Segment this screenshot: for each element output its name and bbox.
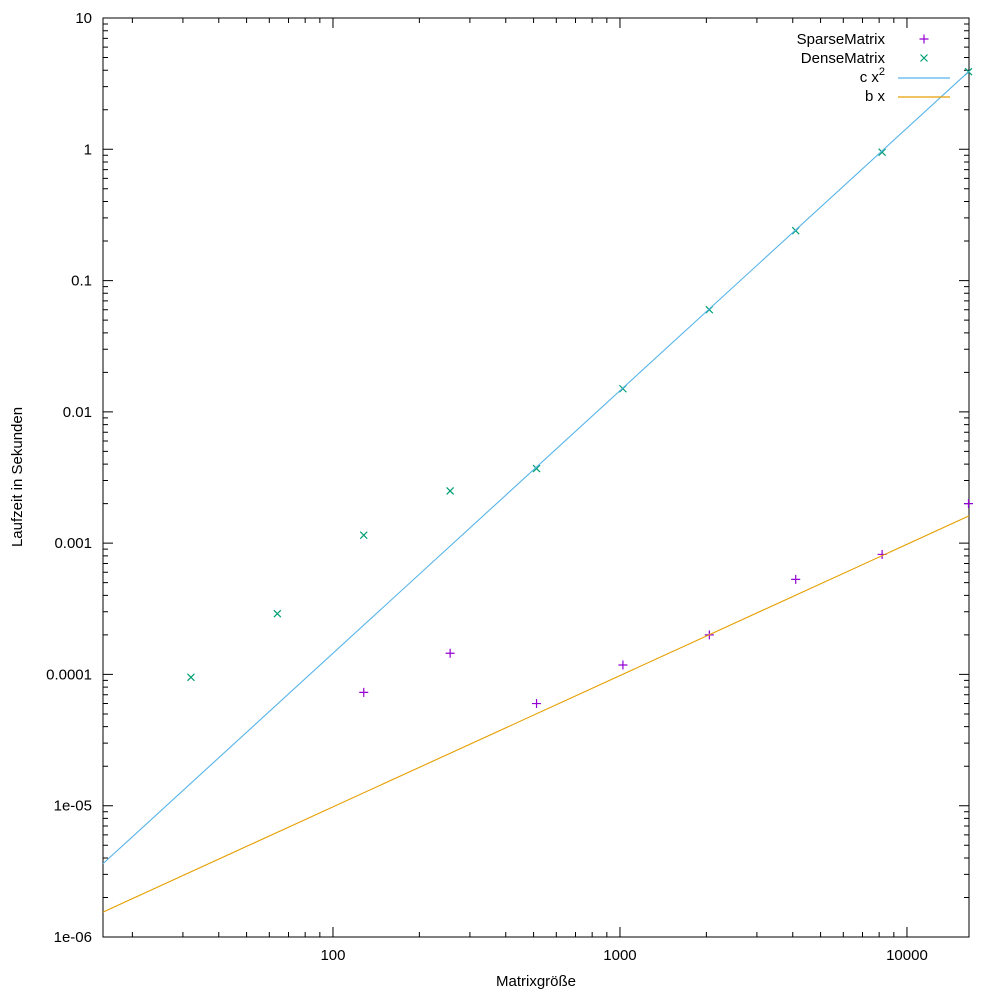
legend-label-c-x-2: c x2 [860, 66, 885, 86]
series-line-b-x [102, 515, 970, 913]
legend-label-sparsematrix: SparseMatrix [797, 31, 886, 48]
y-tick-label: 0.001 [54, 535, 92, 552]
y-tick-label: 10 [75, 10, 92, 27]
x-tick-label: 100 [320, 947, 345, 964]
plot-border [102, 17, 970, 938]
y-tick-label: 0.1 [71, 273, 92, 290]
y-tick-label: 0.01 [63, 404, 92, 421]
axis-ticks [103, 17, 969, 938]
legend-label-b-x: b x [865, 88, 886, 105]
series-line-c-x-2 [102, 70, 970, 865]
generated-plot-content: 100 1000 10000 10 1 0.1 0.01 0.001 0.0001 1e-05 1e… [46, 10, 973, 964]
y-tick-label: 0.0001 [46, 666, 92, 683]
x-tick-label: 10000 [886, 947, 928, 964]
legend-label-densematrix: DenseMatrix [801, 50, 886, 67]
x-tick-label: 1000 [603, 947, 636, 964]
series-points-densematrix [187, 67, 973, 682]
y-tick-label: 1e-05 [54, 798, 92, 815]
x-axis-title: Matrixgröße [496, 973, 576, 990]
y-tick-label: 1 [84, 141, 92, 158]
legend-marker-plus-icon [919, 34, 929, 44]
y-axis-title: Laufzeit in Sekunden [9, 407, 26, 547]
legend-marker-cross-icon [920, 54, 928, 62]
y-tick-label: 1e-06 [54, 929, 92, 946]
